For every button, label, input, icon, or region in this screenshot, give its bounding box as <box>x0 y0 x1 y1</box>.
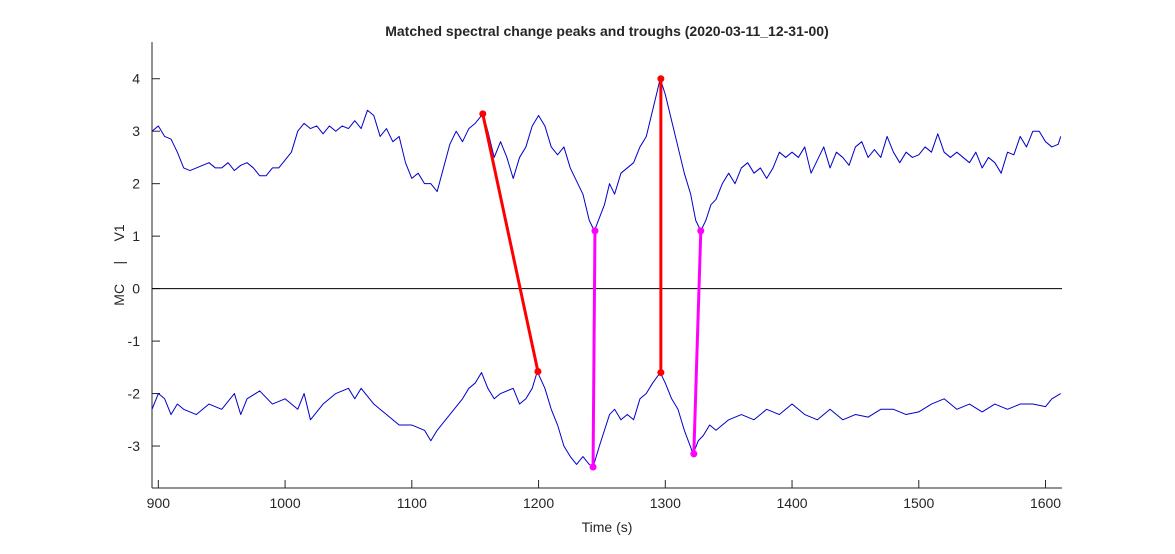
x-tick-label: 900 <box>147 495 171 511</box>
y-tick-label: 4 <box>132 71 140 87</box>
x-tick-label: 1000 <box>269 495 300 511</box>
trace-line <box>151 371 1061 468</box>
match-point <box>589 463 597 471</box>
match-point <box>657 75 665 83</box>
x-tick-label: 1300 <box>650 495 681 511</box>
x-tick-label: 1600 <box>1030 495 1061 511</box>
match-point <box>697 227 705 235</box>
x-tick-label: 1400 <box>776 495 807 511</box>
y-tick-label: -2 <box>128 386 141 402</box>
y-tick-label: 1 <box>132 228 140 244</box>
match-line <box>692 230 703 454</box>
y-tick-label: 2 <box>132 176 140 192</box>
x-tick-label: 1500 <box>903 495 934 511</box>
match-line <box>591 230 597 468</box>
y-tick-label: 0 <box>132 281 140 297</box>
trace-line <box>151 78 1062 232</box>
match-point <box>657 369 665 377</box>
match-point <box>534 368 542 376</box>
y-tick-label: -3 <box>128 438 141 454</box>
y-tick-label: 3 <box>132 123 140 139</box>
match-point <box>690 450 698 458</box>
chart-title: Matched spectral change peaks and trough… <box>385 23 829 39</box>
match-line <box>481 113 540 372</box>
x-axis-label: Time (s) <box>582 519 633 535</box>
x-tick-label: 1200 <box>523 495 554 511</box>
match-point <box>591 227 599 235</box>
match-point <box>479 110 487 118</box>
x-tick-label: 1100 <box>397 495 427 511</box>
y-tick-label: -1 <box>128 333 141 349</box>
y-axis-label: MC | V1 <box>111 224 127 306</box>
